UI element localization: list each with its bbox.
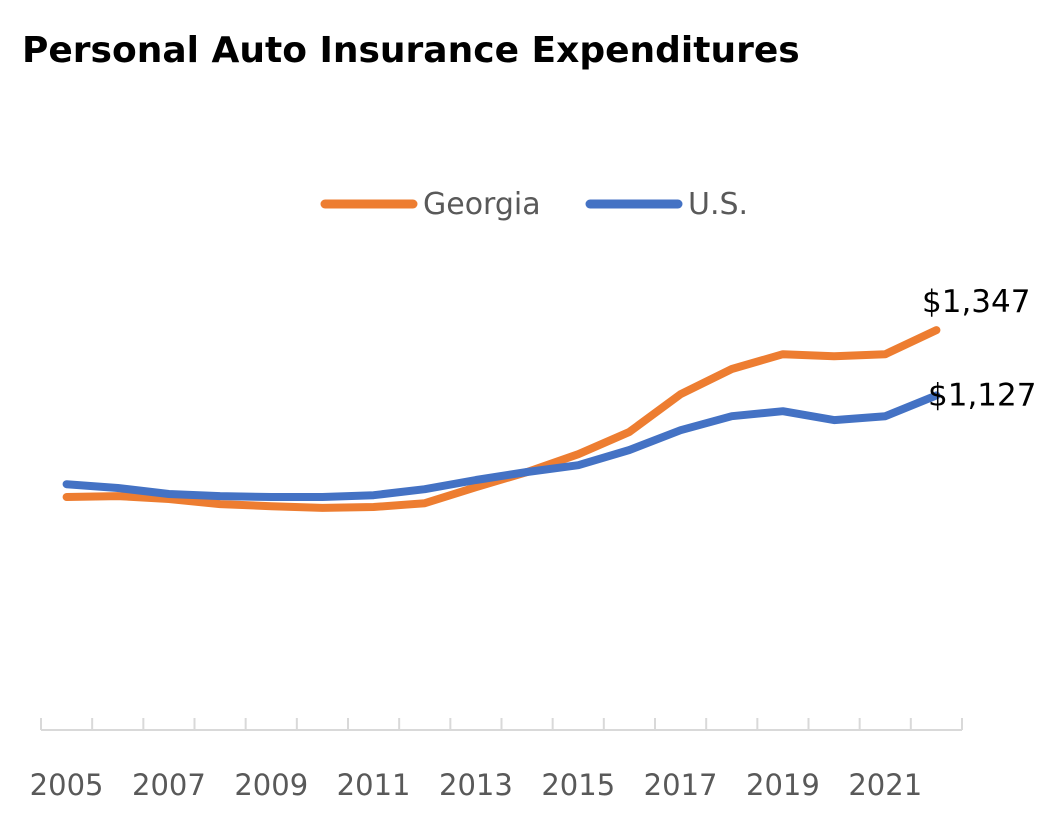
series-line-us xyxy=(62,391,941,501)
x-tick-label: 2019 xyxy=(746,768,820,802)
x-tick-label: 2007 xyxy=(132,768,206,802)
x-tick-label: 2021 xyxy=(848,768,922,802)
x-tick-label: 2017 xyxy=(644,768,718,802)
chart-title: Personal Auto Insurance Expenditures xyxy=(22,30,800,71)
end-data-label: $1,127 xyxy=(928,377,1036,413)
series-lines xyxy=(62,326,941,512)
end-data-label: $1,347 xyxy=(922,284,1030,320)
x-tick-label: 2005 xyxy=(30,768,104,802)
x-tick-label: 2013 xyxy=(439,768,513,802)
x-tick-label: 2011 xyxy=(337,768,411,802)
x-axis: 2005 2007 2009 2011 2013 2015 2017 2019 2021 xyxy=(30,718,963,802)
x-tick-label: 2015 xyxy=(541,768,615,802)
legend-label-us: U.S. xyxy=(688,187,748,222)
data-labels: $1,347 $1,127 xyxy=(922,284,1036,413)
legend-label-georgia: Georgia xyxy=(423,187,541,222)
legend: Georgia U.S. xyxy=(320,187,748,222)
x-tick-label: 2009 xyxy=(234,768,308,802)
